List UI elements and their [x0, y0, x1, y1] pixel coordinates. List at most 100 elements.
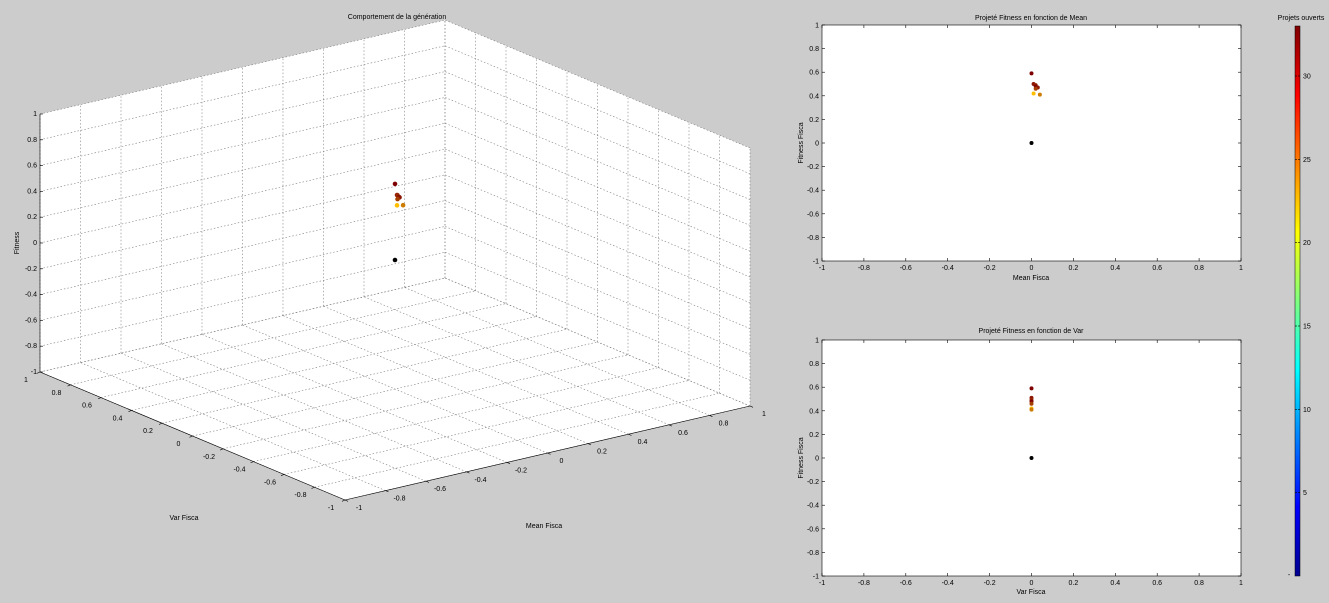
- y-tick-label: -0.2: [807, 479, 819, 486]
- y-tick-label: -0.2: [807, 164, 819, 171]
- x-tick-label: 1: [1239, 580, 1243, 587]
- data-point: [1029, 141, 1034, 145]
- data-point: [1029, 407, 1034, 412]
- grid-line: [444, 174, 751, 304]
- colorbar-bottom-label: -: [1288, 572, 1291, 579]
- grid-line: [39, 226, 446, 321]
- y-tick-label: -0.2: [203, 454, 215, 461]
- y-tick-label: 1: [24, 377, 28, 384]
- grid-line: [39, 174, 446, 270]
- grid-line: [39, 45, 446, 141]
- x-tick: [709, 415, 713, 417]
- z-tick-label: -0.2: [25, 266, 37, 273]
- y-tick-label: -0.6: [264, 479, 276, 486]
- x-tick: [344, 499, 349, 502]
- colorbar-tick-label: 5: [1303, 490, 1307, 497]
- x-tick-label: 0.8: [1194, 580, 1204, 587]
- y-tick: [67, 384, 71, 387]
- grid-line: [39, 277, 446, 373]
- z-tick-label: 0.8: [27, 137, 37, 144]
- chart-var-title: Projeté Fitness en fonction de Var: [979, 328, 1085, 335]
- x-tick-label: 0.2: [1069, 265, 1079, 272]
- grid-line: [282, 315, 589, 444]
- data-point: [392, 257, 398, 263]
- grid-line: [201, 334, 508, 463]
- x-tick-label: 0.4: [1110, 265, 1120, 272]
- chart-var-ylabel: Fitness Fisca: [798, 437, 805, 478]
- x-tick: [506, 462, 511, 464]
- y-tick: [158, 422, 163, 425]
- data-point: [1029, 71, 1034, 76]
- x-tick-label: 0.8: [719, 420, 729, 427]
- x-tick-label: -1: [356, 505, 362, 512]
- x-tick-label: -0.8: [858, 580, 870, 587]
- y-tick: [219, 448, 224, 451]
- grid-line: [404, 287, 710, 416]
- grid-line: [39, 71, 446, 166]
- z-tick-label: 0.6: [27, 163, 37, 170]
- x-tick-label: 0.6: [678, 430, 688, 437]
- y-tick-label: -0.4: [807, 188, 819, 195]
- grid-line: [222, 354, 629, 450]
- grid-line: [444, 277, 751, 407]
- chart-var: -1 -0.8 -0.6 -0.4 -0.2 0 0.2 0.4 0.6 0.8 1 -1 -0.8 -0…: [798, 328, 1243, 596]
- chart-3d-xlabel: Mean Fisca: [526, 523, 562, 530]
- chart-var-xlabel: Var Fisca: [1016, 589, 1045, 596]
- y-tick-label: 0.8: [52, 390, 62, 397]
- y-tick-label: 0.8: [809, 46, 819, 53]
- x-tick: [466, 471, 470, 474]
- x-tick-label: 0: [1030, 265, 1034, 272]
- x-tick-label: -1: [819, 580, 825, 587]
- y-tick-label: -0.8: [807, 235, 819, 242]
- x-tick: [749, 405, 754, 408]
- colorbar: 5 10 15 20 25 30 Projets ouverts -: [1278, 15, 1325, 579]
- colorbar-label: Projets ouverts: [1278, 15, 1325, 22]
- y-tick: [280, 474, 285, 476]
- grid-line: [39, 19, 446, 115]
- grid-line: [39, 122, 446, 218]
- chart-3d: -1-0.8-0.6-0.4-0.200.20.40.60.81-1-0.8-0…: [14, 14, 766, 530]
- x-tick-label: -0.2: [984, 580, 996, 587]
- x-tick-label: 0: [560, 458, 564, 465]
- y-tick-label: 0.6: [809, 385, 819, 392]
- y-tick-label: 0.2: [809, 117, 819, 124]
- y-tick-label: -0.4: [233, 467, 245, 474]
- chart-mean-title: Projeté Fitness en fonction de Mean: [975, 15, 1087, 22]
- chart-3d-ylabel: Var Fisca: [169, 515, 198, 522]
- grid-line: [444, 148, 751, 278]
- x-tick-label: -0.8: [858, 265, 870, 272]
- x-tick-label: -0.4: [474, 477, 486, 484]
- grid-line: [444, 71, 751, 200]
- x-tick-label: 1: [762, 411, 766, 418]
- y-tick-label: 0.8: [809, 361, 819, 368]
- x-tick: [547, 452, 551, 455]
- grid-line: [363, 296, 670, 426]
- x-tick-label: -0.4: [942, 265, 954, 272]
- y-tick-label: 0.6: [809, 70, 819, 77]
- colorbar-tick-label: 20: [1303, 240, 1311, 247]
- y-tick: [250, 461, 254, 464]
- grid-line: [161, 343, 467, 473]
- z-tick-label: 1: [33, 111, 37, 118]
- z-tick-label: 0: [33, 240, 37, 247]
- grid-line: [444, 122, 751, 252]
- x-tick-label: 0: [1030, 580, 1034, 587]
- grid-line: [444, 19, 751, 149]
- grid-line: [120, 352, 427, 482]
- data-point: [392, 181, 398, 187]
- z-tick-label: 0.2: [27, 214, 37, 221]
- colorbar-tick-label: 10: [1303, 407, 1311, 414]
- x-tick-label: -0.2: [515, 467, 527, 474]
- y-tick-label: 0: [815, 456, 819, 463]
- z-tick-label: -0.8: [25, 343, 37, 350]
- y-tick-label: -0.8: [807, 550, 819, 557]
- y-tick: [341, 499, 346, 502]
- grid-line: [161, 328, 568, 424]
- data-point: [1029, 386, 1034, 391]
- x-tick-label: -0.6: [434, 486, 446, 493]
- x-tick-label: -0.4: [942, 580, 954, 587]
- y-tick-label: -0.8: [294, 492, 306, 499]
- z-tick-label: 0.4: [27, 188, 37, 195]
- z-tick-label: -1: [31, 369, 37, 376]
- x-tick: [385, 490, 389, 493]
